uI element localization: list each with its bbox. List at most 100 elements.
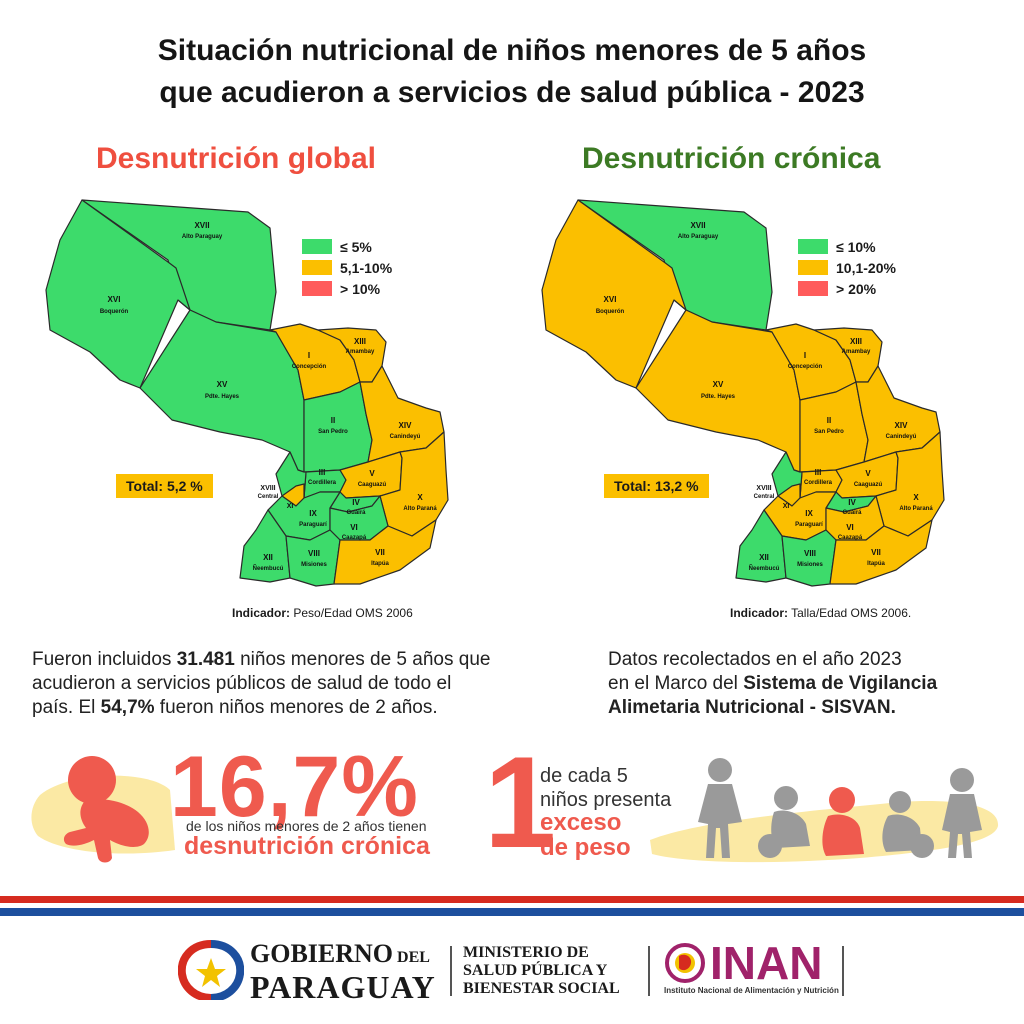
label-r-xviii-name: Central xyxy=(754,494,775,500)
paragraph-line: Datos recolectados en el año 2023 xyxy=(608,649,902,670)
label-r-v-name: Caaguazú xyxy=(854,482,883,488)
legend-swatch xyxy=(798,281,828,296)
legend-swatch xyxy=(302,260,332,275)
ministry-logo-text: MINISTERIO DE SALUD PÚBLICA Y BIENESTAR … xyxy=(463,944,620,998)
label-v: V xyxy=(369,469,375,478)
legend-swatch xyxy=(302,281,332,296)
legend-label: > 10% xyxy=(340,280,381,297)
region-vii xyxy=(333,519,437,585)
child-standing-icon xyxy=(698,758,742,858)
label-xi: XI xyxy=(287,503,294,510)
legend-item: ≤ 5% xyxy=(302,236,392,257)
label-v-name: Caaguazú xyxy=(358,482,387,488)
region-xvi xyxy=(541,199,687,389)
label-vii-name: Itapúa xyxy=(371,561,389,567)
label-viii: VIII xyxy=(308,549,320,558)
text-span: niños menores de 5 años que xyxy=(234,649,491,670)
label-xviii: XVIII xyxy=(260,485,275,492)
indicator-chronic: Indicador: Talla/Edad OMS 2006. xyxy=(730,606,911,620)
stats-decoration xyxy=(31,756,999,863)
label-xiii-name: Amambay xyxy=(346,349,375,355)
indicator-label: Indicador: xyxy=(730,606,789,620)
percent-value: 54,7% xyxy=(100,697,155,718)
total-chronic: Total: 13,2 % xyxy=(604,474,709,498)
title-line-1: Situación nutricional de niños menores d… xyxy=(157,34,867,67)
label-r-xiii-name: Amambay xyxy=(842,349,871,355)
label-ii-name: San Pedro xyxy=(318,429,348,435)
label-ix: IX xyxy=(309,509,317,518)
labels-right: XVII Alto Paraguay XVI Boquerón XV Pdte.… xyxy=(596,221,934,572)
label-r-iv: IV xyxy=(848,498,856,507)
stat-percent-value: 16,7% xyxy=(170,739,419,835)
label-xvii: XVII xyxy=(194,221,209,230)
indicator-label: Indicador: xyxy=(232,606,291,620)
stat-ratio-strong-line: exceso xyxy=(540,809,622,836)
region-vii xyxy=(829,519,933,585)
stat-ratio-number: 1 xyxy=(484,729,557,875)
legend-chronic: ≤ 10% 10,1-20% > 20% xyxy=(798,236,896,299)
label-r-xii-name: Ñeembucú xyxy=(749,565,780,572)
label-r-xi: XI xyxy=(783,503,790,510)
flag-stripe-white xyxy=(0,903,1024,908)
paragraph-right: Datos recolectados en el año 2023 en el … xyxy=(608,648,937,720)
label-r-x-name: Alto Paraná xyxy=(899,506,933,512)
gov-line-2: PARAGUAY xyxy=(250,969,436,1005)
label-r-i: I xyxy=(804,351,806,360)
text-span: en el Marco del xyxy=(608,673,744,694)
label-r-xvii: XVII xyxy=(690,221,705,230)
legend-swatch xyxy=(798,239,828,254)
stat-ratio-highlight: exceso de peso xyxy=(540,810,631,860)
stat-ratio-line: niños presenta xyxy=(540,789,672,811)
inan-subtitle: Instituto Nacional de Alimentación y Nut… xyxy=(664,986,839,995)
label-r-xiv-name: Canindeyú xyxy=(886,434,917,440)
stat-percent-highlight: desnutrición crónica xyxy=(184,832,430,860)
text-span: país. El xyxy=(32,697,101,718)
region-viii xyxy=(781,529,837,587)
legend-label: ≤ 5% xyxy=(340,238,372,255)
legend-global: ≤ 5% 5,1-10% > 10% xyxy=(302,236,392,299)
legend-item: > 20% xyxy=(798,278,896,299)
label-r-xiii: XIII xyxy=(850,337,862,346)
system-name: Alimetaria Nutricional - SISVAN. xyxy=(608,697,896,718)
inan-logo-text: INAN xyxy=(710,937,823,989)
label-r-vi: VI xyxy=(846,523,854,532)
legend-label: 10,1-20% xyxy=(836,259,896,276)
paragraph-line: Alimetaria Nutricional - SISVAN. xyxy=(608,696,937,720)
ministry-line: SALUD PÚBLICA Y xyxy=(463,962,608,979)
legend-label: 5,1-10% xyxy=(340,259,393,276)
government-logo-text: GOBIERNO DEL PARAGUAY xyxy=(250,940,436,1005)
paragraph-line: Fueron incluidos 31.481 niños menores de… xyxy=(32,648,490,672)
label-r-i-name: Concepción xyxy=(788,364,823,370)
legend-swatch xyxy=(302,239,332,254)
label-xvi: XVI xyxy=(108,295,121,304)
paragraph-line: país. El 54,7% fueron niños menores de 2… xyxy=(32,696,490,720)
label-xiv-name: Canindeyú xyxy=(390,434,421,440)
label-r-viii: VIII xyxy=(804,549,816,558)
ministry-line: MINISTERIO DE xyxy=(463,944,589,961)
label-viii-name: Misiones xyxy=(301,562,327,568)
label-iv-name: Guairá xyxy=(346,510,366,516)
label-r-v: V xyxy=(865,469,871,478)
label-r-xvii-name: Alto Paraguay xyxy=(678,234,719,240)
label-r-ii-name: San Pedro xyxy=(814,429,844,435)
label-i-name: Concepción xyxy=(292,364,327,370)
label-iii-name: Cordillera xyxy=(308,480,337,486)
page-title: Situación nutricional de niños menores d… xyxy=(0,30,1024,114)
label-r-ix: IX xyxy=(805,509,813,518)
footer-divider xyxy=(648,946,650,996)
label-xv-name: Pdte. Hayes xyxy=(205,394,240,400)
count-value: 31.481 xyxy=(176,649,235,670)
label-r-viii-name: Misiones xyxy=(797,562,823,568)
label-r-vii: VII xyxy=(871,548,881,557)
region-viii xyxy=(285,529,341,587)
legend-label: > 20% xyxy=(836,280,877,297)
label-vi-name: Caazapá xyxy=(342,535,367,541)
label-ii: II xyxy=(331,416,335,425)
government-seal-icon xyxy=(178,940,244,1000)
map-desnutricion-global xyxy=(45,199,449,587)
indicator-value: Peso/Edad OMS 2006 xyxy=(290,606,413,620)
label-ix-name: Paraguarí xyxy=(299,522,327,528)
indicator-global: Indicador: Peso/Edad OMS 2006 xyxy=(232,606,413,620)
label-r-iii-name: Cordillera xyxy=(804,480,833,486)
child-crawling-ball-icon xyxy=(882,791,934,858)
